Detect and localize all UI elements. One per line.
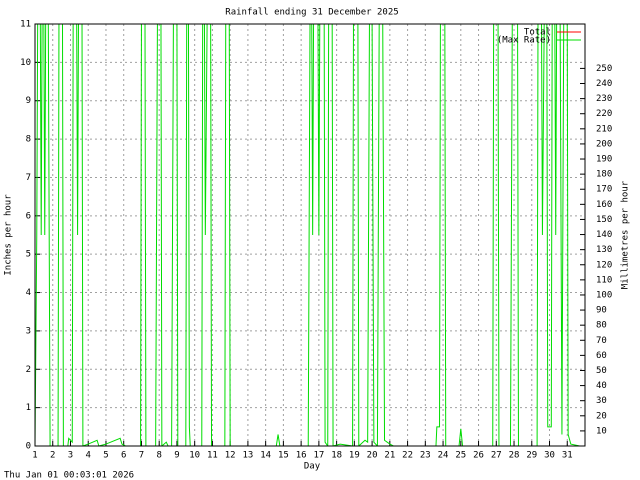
y-tick-label: 2 xyxy=(26,365,31,375)
y2-tick-label: 60 xyxy=(596,351,607,361)
y-tick-label: 3 xyxy=(26,326,31,336)
x-tick-label: 16 xyxy=(296,451,307,461)
y2-tick-label: 130 xyxy=(596,245,612,255)
x-tick-label: 28 xyxy=(509,451,520,461)
x-tick-label: 18 xyxy=(331,451,342,461)
x-tick-label: 10 xyxy=(189,451,200,461)
y-tick-label: 1 xyxy=(26,403,31,413)
x-tick-label: 2 xyxy=(50,451,55,461)
x-tick-label: 21 xyxy=(384,451,395,461)
y2-tick-label: 200 xyxy=(596,139,612,149)
y2-tick-label: 80 xyxy=(596,321,607,331)
x-tick-label: 29 xyxy=(526,451,537,461)
x-tick-label: 22 xyxy=(402,451,413,461)
x-tick-label: 24 xyxy=(438,451,449,461)
timestamp: Thu Jan 01 00:03:01 2026 xyxy=(4,471,134,480)
y2-tick-label: 250 xyxy=(596,64,612,74)
y2-tick-label: 230 xyxy=(596,94,612,104)
legend-label: Total xyxy=(524,28,551,38)
x-tick-label: 12 xyxy=(225,451,236,461)
y2-tick-label: 150 xyxy=(596,215,612,225)
y2-tick-label: 110 xyxy=(596,275,612,285)
y2-tick-label: 120 xyxy=(596,260,612,270)
legend-label: (Max Rate) xyxy=(497,36,551,46)
x-tick-label: 23 xyxy=(420,451,431,461)
y2-tick-label: 140 xyxy=(596,230,612,240)
x-tick-label: 31 xyxy=(562,451,573,461)
y2-axis-label: Millimetres per hour xyxy=(621,180,631,289)
x-axis-label: Day xyxy=(304,462,321,472)
y2-tick-label: 50 xyxy=(596,366,607,376)
chart-title: Rainfall ending 31 December 2025 xyxy=(225,8,398,18)
y2-tick-label: 170 xyxy=(596,185,612,195)
x-tick-label: 14 xyxy=(260,451,271,461)
x-tick-label: 20 xyxy=(367,451,378,461)
y-tick-label: 8 xyxy=(26,135,31,145)
y-tick-label: 5 xyxy=(26,250,31,260)
data-line xyxy=(35,24,580,446)
y-axis-label: Inches per hour xyxy=(4,194,14,276)
x-tick-label: 3 xyxy=(68,451,73,461)
x-tick-label: 4 xyxy=(86,451,91,461)
y-tick-label: 0 xyxy=(26,442,31,452)
y-tick-label: 11 xyxy=(20,20,31,30)
x-tick-label: 8 xyxy=(156,451,161,461)
y2-tick-label: 90 xyxy=(596,306,607,316)
x-tick-label: 17 xyxy=(313,451,324,461)
y-tick-label: 9 xyxy=(26,96,31,106)
x-tick-label: 19 xyxy=(349,451,360,461)
y-tick-label: 7 xyxy=(26,173,31,183)
x-tick-label: 26 xyxy=(473,451,484,461)
y2-tick-label: 240 xyxy=(596,79,612,89)
x-tick-label: 27 xyxy=(491,451,502,461)
y-tick-label: 10 xyxy=(20,58,31,68)
y-tick-label: 6 xyxy=(26,211,31,221)
x-tick-label: 7 xyxy=(139,451,144,461)
y-tick-label: 4 xyxy=(26,288,31,298)
y2-tick-label: 10 xyxy=(596,426,607,436)
y2-tick-label: 160 xyxy=(596,200,612,210)
x-tick-label: 9 xyxy=(174,451,179,461)
x-tick-label: 13 xyxy=(242,451,253,461)
y2-tick-label: 180 xyxy=(596,170,612,180)
x-tick-label: 15 xyxy=(278,451,289,461)
y2-tick-label: 220 xyxy=(596,109,612,119)
y2-tick-label: 70 xyxy=(596,336,607,346)
x-tick-label: 11 xyxy=(207,451,218,461)
x-tick-label: 6 xyxy=(121,451,126,461)
y2-tick-label: 100 xyxy=(596,290,612,300)
y2-tick-label: 190 xyxy=(596,155,612,165)
x-tick-label: 5 xyxy=(103,451,108,461)
y2-tick-label: 20 xyxy=(596,411,607,421)
x-tick-label: 30 xyxy=(544,451,555,461)
plot-border xyxy=(34,23,586,447)
y2-tick-label: 210 xyxy=(596,124,612,134)
y2-tick-label: 40 xyxy=(596,381,607,391)
y2-tick-label: 30 xyxy=(596,396,607,406)
x-tick-label: 1 xyxy=(32,451,37,461)
x-tick-label: 25 xyxy=(455,451,466,461)
plot-area xyxy=(35,24,580,446)
